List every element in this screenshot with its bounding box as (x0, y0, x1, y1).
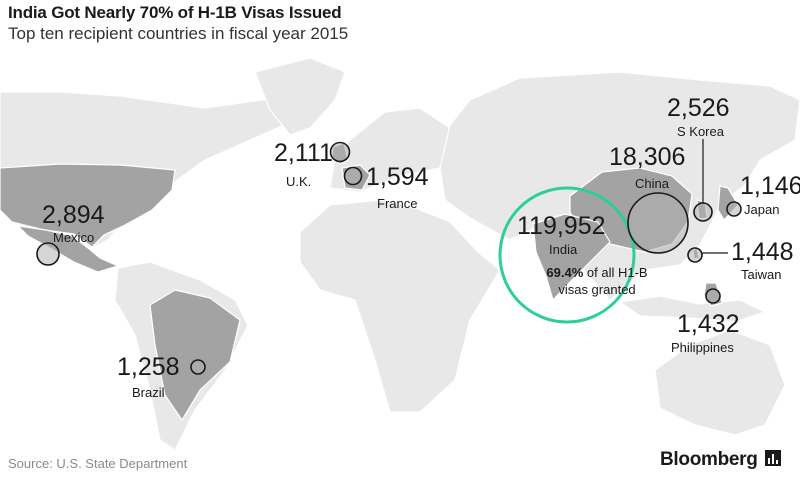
bubble-philippines (705, 288, 721, 304)
bloomberg-chart-icon (764, 450, 781, 466)
land-africa (299, 199, 501, 413)
label-uk: U.K. (286, 174, 312, 189)
label-brazil: Brazil (132, 385, 165, 400)
label-japan: Japan (744, 202, 780, 217)
land-india (532, 213, 611, 302)
leader-layer (702, 139, 728, 254)
label-india: India (549, 242, 578, 257)
bubble-japan (726, 201, 742, 217)
bubble-mexico (36, 242, 60, 266)
bubble-taiwan (687, 247, 703, 263)
label-france: France (377, 196, 418, 211)
bubble-korea (693, 202, 713, 222)
land-usa (0, 163, 176, 248)
bloomberg-logo: Bloomberg (660, 449, 781, 471)
india-note: 69.4% of all H1-B visas granted (537, 264, 657, 298)
bubble-france (343, 166, 363, 186)
value-mexico: 2,894 (42, 201, 105, 229)
value-france: 1,594 (366, 163, 429, 191)
label-taiwan: Taiwan (741, 267, 782, 282)
bubble-layer (36, 141, 742, 375)
india-share: 69.4% (546, 265, 584, 280)
land-brazil (149, 289, 241, 422)
value-uk: 2,111 (274, 139, 333, 167)
label-china: China (635, 176, 669, 191)
highlight-layer (0, 142, 739, 422)
brand-name: Bloomberg (660, 449, 758, 470)
map-subtitle: Top ten recipient countries in fiscal ye… (8, 24, 349, 43)
source-note: Source: U.S. State Department (8, 456, 188, 471)
india-share-rest: of all H1-B visas granted (558, 265, 648, 297)
bubble-china (627, 192, 689, 254)
bubble-uk (329, 141, 351, 163)
ring-india (498, 186, 636, 324)
label-philippines: Philippines (671, 340, 734, 355)
value-japan: 1,146 (740, 172, 800, 200)
land-australia (654, 329, 786, 436)
value-korea: 2,526 (667, 94, 730, 122)
bubble-brazil (190, 359, 206, 375)
value-philippines: 1,432 (677, 310, 740, 338)
land-greenland (254, 57, 346, 136)
value-brazil: 1,258 (117, 353, 180, 381)
value-india: 119,952 (517, 212, 606, 240)
value-taiwan: 1,448 (731, 238, 794, 266)
map-title: India Got Nearly 70% of H-1B Visas Issue… (8, 3, 342, 22)
label-korea: S Korea (677, 124, 724, 139)
value-china: 18,306 (609, 143, 686, 171)
land-indonesia (618, 295, 767, 323)
label-mexico: Mexico (53, 230, 95, 245)
